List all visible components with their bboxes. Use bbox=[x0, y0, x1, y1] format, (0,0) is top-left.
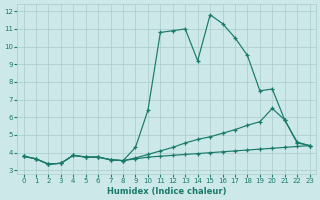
X-axis label: Humidex (Indice chaleur): Humidex (Indice chaleur) bbox=[107, 187, 226, 196]
